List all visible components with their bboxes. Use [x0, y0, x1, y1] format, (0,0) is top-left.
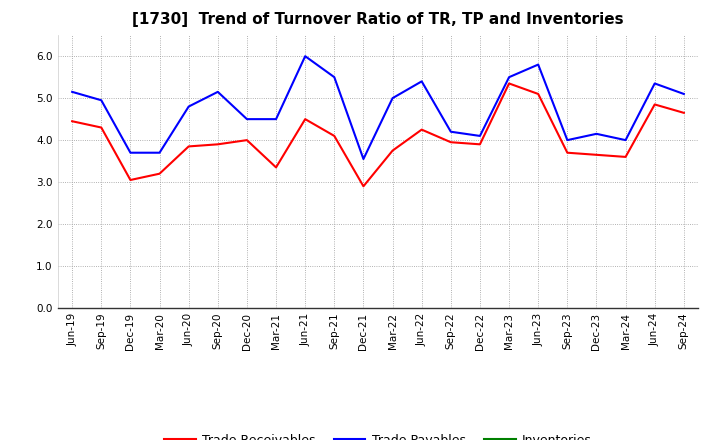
Trade Payables — [534, 62, 543, 67]
Trade Receivables — [156, 171, 164, 176]
Legend: Trade Receivables, Trade Payables, Inventories: Trade Receivables, Trade Payables, Inven… — [159, 429, 597, 440]
Trade Payables — [243, 117, 251, 122]
Title: [1730]  Trend of Turnover Ratio of TR, TP and Inventories: [1730] Trend of Turnover Ratio of TR, TP… — [132, 12, 624, 27]
Trade Payables — [271, 117, 280, 122]
Trade Receivables — [563, 150, 572, 155]
Trade Receivables — [68, 119, 76, 124]
Trade Payables — [301, 54, 310, 59]
Line: Trade Receivables: Trade Receivables — [72, 84, 684, 186]
Trade Receivables — [243, 137, 251, 143]
Trade Receivables — [505, 81, 513, 86]
Trade Receivables — [388, 148, 397, 153]
Trade Payables — [330, 74, 338, 80]
Trade Payables — [97, 98, 106, 103]
Trade Payables — [68, 89, 76, 95]
Trade Receivables — [592, 152, 600, 158]
Trade Payables — [680, 92, 688, 97]
Trade Receivables — [184, 144, 193, 149]
Trade Payables — [621, 137, 630, 143]
Trade Payables — [418, 79, 426, 84]
Trade Receivables — [330, 133, 338, 139]
Trade Payables — [650, 81, 659, 86]
Trade Receivables — [621, 154, 630, 160]
Trade Payables — [126, 150, 135, 155]
Trade Receivables — [446, 139, 455, 145]
Trade Receivables — [359, 183, 368, 189]
Trade Receivables — [476, 142, 485, 147]
Trade Payables — [446, 129, 455, 134]
Line: Trade Payables: Trade Payables — [72, 56, 684, 159]
Trade Payables — [156, 150, 164, 155]
Trade Payables — [184, 104, 193, 109]
Trade Receivables — [418, 127, 426, 132]
Trade Payables — [505, 74, 513, 80]
Trade Receivables — [301, 117, 310, 122]
Trade Payables — [563, 137, 572, 143]
Trade Receivables — [271, 165, 280, 170]
Trade Payables — [388, 95, 397, 101]
Trade Payables — [476, 133, 485, 139]
Trade Payables — [592, 131, 600, 136]
Trade Receivables — [126, 177, 135, 183]
Trade Receivables — [650, 102, 659, 107]
Trade Payables — [213, 89, 222, 95]
Trade Receivables — [534, 92, 543, 97]
Trade Receivables — [213, 142, 222, 147]
Trade Receivables — [680, 110, 688, 115]
Trade Receivables — [97, 125, 106, 130]
Trade Payables — [359, 156, 368, 161]
